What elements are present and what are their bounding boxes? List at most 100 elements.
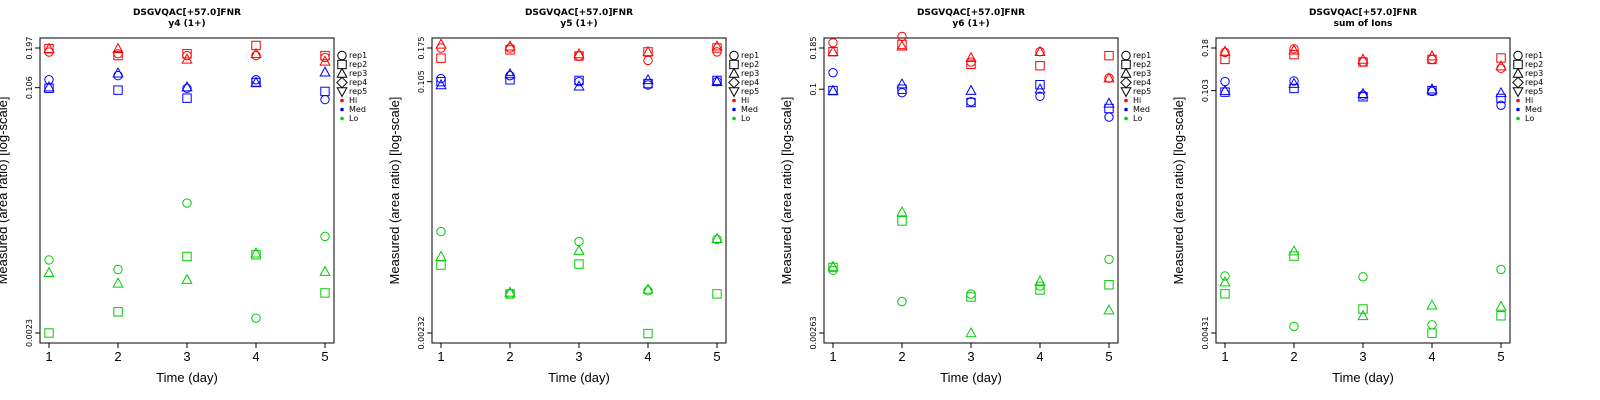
legend-marker [340, 116, 344, 121]
x-tick-label: 1 [45, 349, 52, 364]
data-point [1035, 61, 1045, 71]
legend-label: rep2 [349, 60, 367, 69]
legend-marker [1512, 67, 1524, 78]
data-point [1220, 76, 1230, 87]
plot-frame [823, 37, 1119, 344]
data-point [1496, 63, 1506, 73]
y-tick-label: 0.185 [809, 37, 818, 60]
data-point [712, 234, 722, 245]
data-point [896, 205, 908, 217]
chart-title: DSGVQAC[+57.0]FNR [917, 8, 1025, 18]
data-point [966, 97, 976, 108]
x-tick-label: 1 [437, 349, 444, 364]
legend-marker [1516, 116, 1520, 121]
y-axis-label: Measured (area ratio) [log-scale] [1171, 97, 1186, 285]
y-tick-label: 0.175 [417, 37, 426, 60]
data-point [436, 226, 446, 237]
chart-title: DSGVQAC[+57.0]FNR [525, 8, 633, 18]
data-point [1104, 50, 1114, 61]
data-point [320, 231, 330, 242]
legend-marker [336, 67, 348, 78]
legend-label: rep1 [349, 51, 367, 60]
legend-label: rep2 [1133, 60, 1151, 69]
x-tick-label: 4 [644, 349, 651, 364]
data-point [44, 255, 54, 265]
data-point [1288, 245, 1300, 256]
legend-marker [732, 116, 736, 121]
data-point [1358, 272, 1368, 282]
data-point [435, 78, 447, 90]
data-point [965, 326, 977, 338]
data-point [965, 51, 977, 63]
legend-label: Med [1525, 105, 1542, 114]
legend-label: rep5 [1133, 87, 1151, 96]
legend-label: rep4 [1525, 78, 1543, 87]
data-point [1427, 86, 1437, 97]
data-point [1357, 309, 1369, 321]
data-point [1220, 271, 1230, 281]
data-point [251, 250, 261, 260]
legend-label: rep4 [741, 78, 759, 87]
data-point [250, 76, 262, 87]
data-point [1495, 60, 1507, 71]
data-point [1426, 299, 1438, 310]
data-point [251, 313, 261, 323]
data-point [320, 52, 330, 63]
data-point [182, 83, 192, 93]
data-point [113, 307, 123, 317]
data-point [643, 55, 653, 66]
y-axis-label: Measured (area ratio) [log-scale] [387, 97, 402, 285]
x-tick-label: 4 [252, 349, 259, 364]
data-point [319, 66, 331, 77]
legend-marker [728, 67, 740, 78]
legend-marker [337, 50, 347, 61]
data-point [643, 286, 653, 296]
data-point [436, 53, 446, 63]
legend-marker [728, 87, 740, 98]
data-point [1103, 97, 1115, 108]
data-point [966, 59, 976, 70]
legend-marker [1512, 76, 1524, 89]
chart-title: DSGVQAC[+57.0]FNR [133, 8, 241, 18]
data-point [1035, 285, 1045, 295]
chart-subtitle: y6 (1+) [952, 19, 989, 29]
data-point [1427, 85, 1437, 96]
data-point [1496, 93, 1506, 104]
legend-label: Hi [1525, 96, 1533, 105]
data-point [320, 94, 330, 105]
data-point [642, 283, 654, 294]
data-point [711, 232, 723, 243]
data-point [181, 81, 193, 92]
x-tick-label: 5 [713, 349, 720, 364]
legend-marker [340, 98, 344, 103]
data-point [1288, 44, 1300, 55]
data-point [1103, 304, 1115, 315]
data-point [505, 43, 515, 53]
data-point [182, 50, 192, 61]
data-point [1034, 275, 1046, 286]
x-tick-label: 2 [114, 349, 121, 364]
legend-label: Hi [741, 96, 749, 105]
x-tick-label: 3 [967, 349, 974, 364]
data-point [43, 81, 55, 92]
x-axis-label: Time (day) [940, 370, 1002, 385]
data-point [1495, 86, 1507, 98]
x-tick-label: 2 [1290, 349, 1297, 364]
legend-marker [728, 76, 740, 89]
y-tick-label: 0.00232 [417, 316, 426, 349]
legend-marker [1516, 98, 1520, 103]
data-point [112, 277, 124, 288]
y-axis-label: Measured (area ratio) [log-scale] [0, 97, 10, 285]
data-point [181, 273, 193, 284]
x-tick-label: 4 [1428, 349, 1435, 364]
data-point [436, 73, 446, 84]
legend-label: Med [1133, 105, 1150, 114]
data-point [112, 67, 124, 78]
legend-marker [732, 107, 736, 112]
data-point [320, 86, 330, 97]
legend-marker [1120, 76, 1132, 89]
